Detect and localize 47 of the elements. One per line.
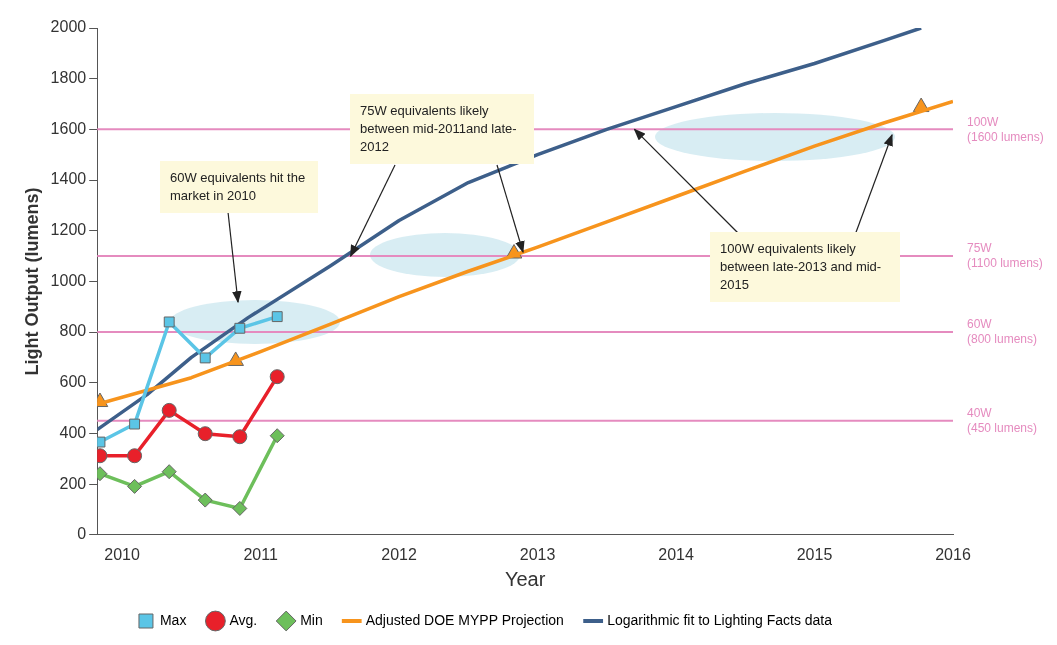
point	[197, 492, 213, 508]
point	[161, 402, 177, 418]
x-tick-label: 2011	[243, 545, 278, 563]
point	[199, 352, 211, 364]
x-tick-label: 2012	[381, 545, 417, 563]
point	[197, 426, 213, 442]
point	[271, 311, 283, 323]
point	[234, 322, 246, 334]
annotation: 100W equivalents likely between late-2013 and mid-2015	[710, 232, 900, 302]
legend-label: Min	[300, 611, 323, 628]
y-axis-title: Light Output (lumens)	[21, 187, 42, 376]
legend-label: Adjusted DOE MYPP Projection	[365, 611, 564, 628]
y-tick-label: 1200	[50, 221, 87, 239]
annotation: 60W equivalents hit the market in 2010	[160, 161, 318, 213]
y-tick-label: 800	[59, 322, 87, 340]
annotation: 75W equivalents likely between mid-2011and late-2012	[350, 94, 534, 164]
point	[127, 478, 143, 494]
point	[127, 448, 143, 464]
point	[269, 369, 285, 385]
point	[269, 428, 285, 444]
ref-line-label: 60W (800 lumens)	[967, 317, 1038, 347]
point	[161, 464, 177, 480]
point	[232, 429, 248, 445]
x-tick-label: 2015	[796, 545, 833, 563]
y-tick-label: 1000	[50, 271, 87, 289]
y-tick-label: 1800	[50, 69, 87, 87]
legend-label: Logarithmic fit to Lighting Facts data	[607, 611, 833, 628]
x-tick-label: 2014	[658, 545, 694, 563]
ref-line-label: 40W (450 lumens)	[967, 406, 1038, 436]
x-tick-label: 2010	[104, 545, 141, 563]
ref-line-label: 100W (1600 lumens)	[967, 114, 1044, 144]
x-tick-label: 2013	[519, 545, 556, 563]
point	[232, 500, 248, 516]
y-tick-label: 1600	[50, 119, 87, 137]
y-tick-label: 0	[77, 525, 87, 543]
ref-line-label: 75W (1100 lumens)	[967, 241, 1043, 271]
y-tick-label: 600	[59, 373, 87, 391]
y-tick-label: 2000	[50, 18, 87, 36]
legend-label: Avg.	[229, 611, 258, 628]
x-tick-label: 2016	[935, 545, 971, 563]
y-tick-label: 200	[59, 474, 87, 492]
point	[163, 316, 175, 328]
legend-label: Max	[159, 611, 187, 628]
x-axis-title: Year	[504, 567, 546, 590]
y-tick-label: 1400	[50, 170, 87, 188]
y-tick-label: 400	[59, 423, 87, 441]
point	[129, 418, 141, 430]
